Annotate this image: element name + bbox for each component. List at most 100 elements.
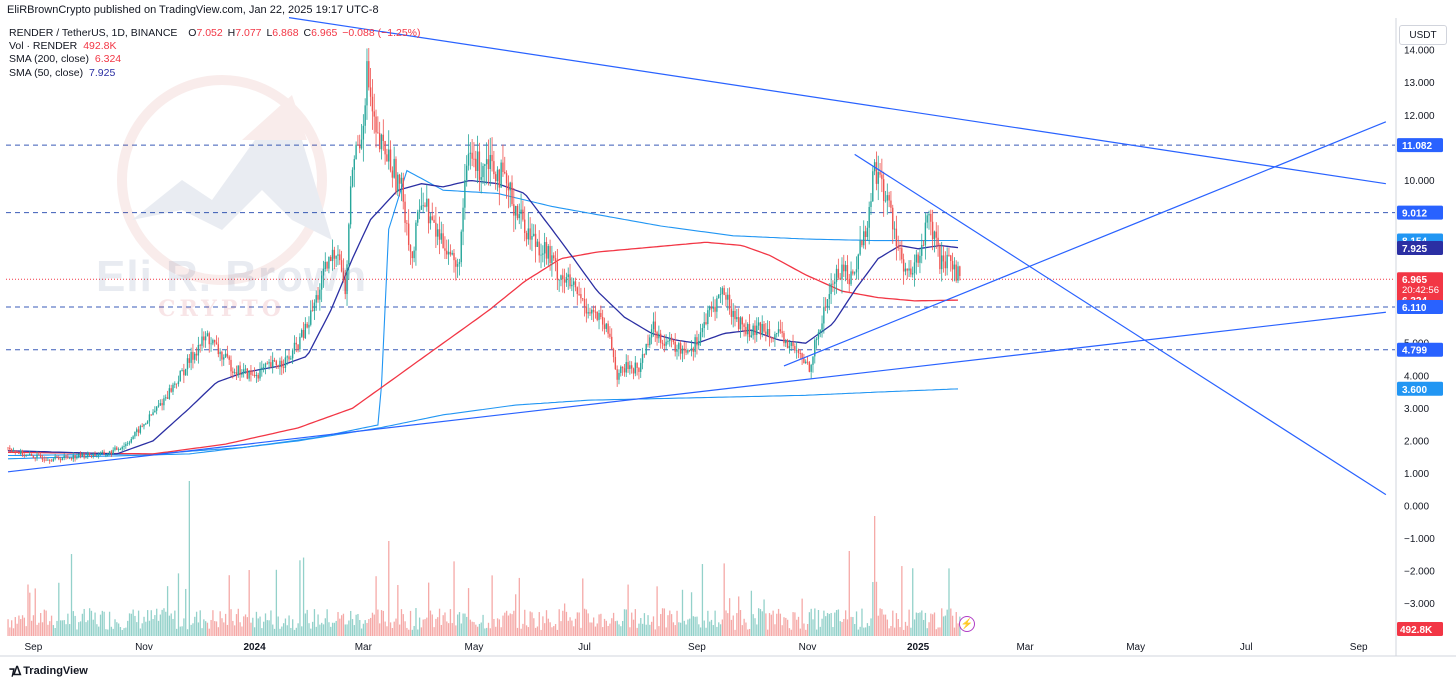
volume-bar: [739, 610, 742, 636]
lightning-icon[interactable]: ⚡: [959, 616, 975, 632]
candle-body: [815, 338, 818, 341]
trendline[interactable]: [288, 17, 1386, 185]
volume-bar: [674, 625, 676, 636]
legend-sma200-row[interactable]: SMA (200, close) 6.324: [9, 53, 423, 66]
volume-bar: [248, 570, 250, 636]
candle-body: [215, 342, 218, 345]
candle-body: [150, 414, 152, 416]
volume-bar: [643, 613, 646, 636]
candle-body: [794, 346, 796, 351]
candle-body: [875, 162, 878, 184]
volume-bar: [520, 628, 522, 636]
candle-body: [518, 214, 520, 219]
volume-bar: [181, 626, 183, 636]
candle-body: [629, 365, 631, 370]
candle-body: [612, 348, 615, 358]
candle-body: [155, 406, 158, 411]
candle-body: [447, 251, 450, 255]
candle-body: [643, 354, 646, 356]
candle-body: [901, 248, 903, 260]
volume-bar: [59, 620, 62, 636]
volume-bar: [928, 622, 930, 636]
volume-bar: [636, 627, 638, 636]
volume-bar: [832, 627, 834, 636]
volume-bar: [321, 622, 323, 636]
volume-bar: [239, 622, 241, 636]
candle-body: [255, 374, 258, 377]
candle-body: [719, 294, 722, 295]
volume-bar: [502, 615, 504, 636]
volume-bar: [18, 615, 20, 636]
trendline[interactable]: [783, 121, 1387, 367]
candle-body: [823, 306, 825, 324]
price-badge: 3.600: [1397, 381, 1443, 396]
volume-bar: [29, 592, 31, 636]
volume-bars: [7, 481, 961, 636]
volume-bar: [373, 614, 375, 636]
volume-bar: [738, 596, 740, 636]
sma200-line[interactable]: [8, 241, 959, 455]
volume-bar: [658, 626, 660, 636]
candle-body: [136, 429, 138, 432]
volume-bar: [917, 613, 919, 636]
trendline[interactable]: [854, 153, 1387, 496]
volume-bar: [384, 621, 386, 636]
candle-body: [201, 336, 203, 346]
candle-body: [444, 248, 446, 251]
volume-bar: [761, 611, 763, 636]
price-badge-label: 11.082: [1402, 141, 1432, 152]
candle-body: [888, 195, 890, 201]
symbol-label[interactable]: RENDER / TetherUS, 1D, BINANCE: [9, 27, 178, 39]
candle-body: [373, 111, 375, 117]
candle-body: [146, 421, 149, 424]
tradingview-logo-icon: ⁊ᐃ: [9, 664, 21, 678]
legend-sma50-row[interactable]: SMA (50, close) 7.925: [9, 67, 423, 80]
price-badge-label: 3.600: [1402, 385, 1427, 396]
price-badge: 6.110: [1397, 300, 1443, 315]
price-tick-label: −3.000: [1404, 599, 1435, 610]
volume-bar: [852, 617, 854, 636]
volume-bar: [132, 609, 134, 636]
currency-unit-button[interactable]: USDT: [1399, 25, 1447, 45]
brand-text: TradingView: [23, 665, 88, 677]
volume-bar: [186, 629, 189, 636]
volume-badge: 492.8K: [1397, 622, 1443, 636]
volume-bar: [34, 588, 36, 636]
candle-body: [591, 309, 593, 314]
candle-body: [872, 171, 874, 202]
volume-bar: [359, 620, 361, 636]
volume-bar: [466, 616, 468, 636]
volume-bar: [792, 612, 794, 636]
candle-body: [426, 198, 428, 207]
volume-bar: [883, 614, 885, 636]
candle-body: [774, 334, 776, 339]
time-axis[interactable]: Sep Nov 2024 Mar May Jul Sep Nov 2025 Mar May Jul Se…: [24, 642, 1368, 653]
trendline[interactable]: [7, 311, 1386, 473]
volume-bar: [230, 609, 232, 636]
candle-body: [333, 249, 336, 259]
candle-body: [61, 458, 64, 461]
candle-body: [45, 459, 47, 461]
volume-bar: [939, 627, 941, 636]
tradingview-brand[interactable]: ⁊ᐃ TradingView: [9, 664, 88, 678]
candle-body: [687, 350, 689, 353]
candle-body: [230, 359, 232, 372]
candle-body: [582, 298, 584, 300]
candle-body: [436, 229, 439, 237]
volume-bar: [282, 623, 285, 636]
volume-bar: [395, 618, 397, 636]
volume-bar: [400, 609, 403, 636]
volume-bar: [408, 629, 410, 636]
legend-volume-row[interactable]: Vol · RENDER 492.8K: [9, 40, 423, 53]
sma-long-lower-line[interactable]: [7, 388, 959, 460]
candle-body: [462, 207, 464, 232]
volume-bar: [565, 611, 568, 636]
volume-bar: [297, 623, 299, 636]
candle-body: [571, 284, 573, 287]
volume-bar: [264, 613, 267, 636]
candle-body: [940, 255, 943, 270]
candle-body: [165, 397, 167, 399]
candle-body: [679, 343, 682, 354]
candle-body: [877, 172, 879, 184]
